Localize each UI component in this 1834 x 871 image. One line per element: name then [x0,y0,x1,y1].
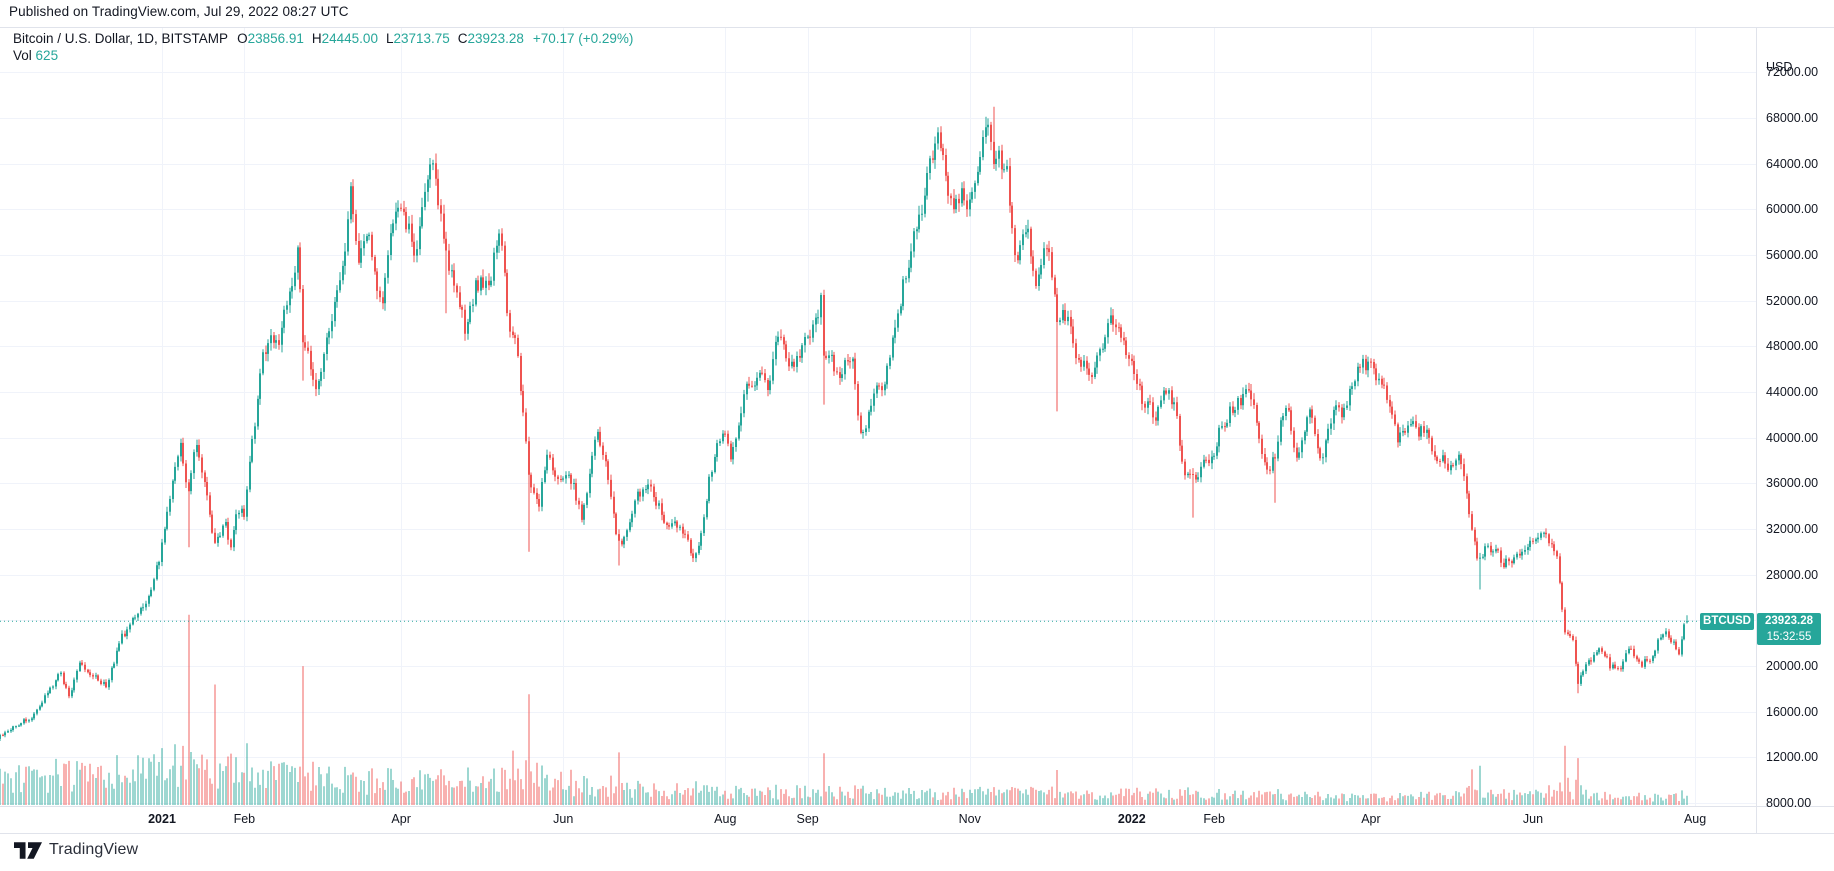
price-tick-label: 40000.00 [1766,430,1819,445]
symbol-title[interactable]: Bitcoin / U.S. Dollar, 1D, BITSTAMP [13,31,229,46]
price-tick-label: 52000.00 [1766,293,1819,308]
bar-countdown: 15:32:55 [1766,631,1812,643]
candle-bodies-up [0,124,1688,739]
time-tick-label: 2021 [148,812,176,826]
price-tick-label: 16000.00 [1766,704,1819,719]
price-tick-label: 12000.00 [1766,750,1819,765]
time-tick-label: Feb [1203,812,1225,826]
time-tick-label: Apr [391,812,411,826]
change-value: +70.17 (+0.29%) [532,31,634,46]
time-tick-label: Aug [714,812,737,826]
tradingview-logo-icon [14,841,42,859]
last-price-value: 23923.28 [1765,615,1813,627]
volume-label[interactable]: Vol [13,48,32,63]
time-tick-label: Sep [796,812,819,826]
time-tick-label: 2022 [1117,812,1146,826]
time-tick-label: Jun [553,812,574,826]
time-tick-label: Jun [1522,812,1544,826]
price-tick-label: 20000.00 [1766,658,1819,673]
tradingview-logo[interactable]: TradingView [14,841,138,859]
volume-bars-up [0,743,1688,805]
price-tick-label: 28000.00 [1766,567,1819,582]
price-tick-label: 44000.00 [1766,385,1819,399]
gridlines [0,27,1756,806]
pane-borders [0,27,1834,834]
price-tick-label: 68000.00 [1766,111,1819,126]
price-tick-label: 64000.00 [1766,156,1819,171]
last-price-box: 23923.28 15:32:55 [1757,613,1821,645]
ohlc-high: H24445.00 [311,31,378,46]
time-tick-label: Feb [233,812,256,826]
price-axis[interactable]: USD 72000.00 68000.00 64000.00 60000.00 5600… [1756,27,1834,833]
price-tick-label: 60000.00 [1766,202,1819,217]
time-tick-label: Aug [1683,812,1707,826]
ohlc-close: C23923.28 [457,31,524,46]
price-tick-label: 36000.00 [1766,476,1819,491]
price-tick-label: 56000.00 [1766,248,1819,263]
candle-wicks-down [2,106,1680,737]
symbol-badge: BTCUSD [1700,613,1754,630]
candle-bodies-down [2,124,1680,736]
price-tick-label: 32000.00 [1766,521,1819,536]
volume-bars-down [2,614,1680,805]
price-tick-label: 8000.00 [1766,795,1812,810]
time-tick-label: Apr [1361,812,1381,826]
tradingview-logo-text: TradingView [49,841,139,858]
volume-value: 625 [35,48,59,63]
price-axis-currency: USD [1766,60,1793,74]
candle-wicks-up [0,116,1688,741]
price-tick-label: 72000.00 [1766,65,1819,80]
chart-legend: Bitcoin / U.S. Dollar, 1D, BITSTAMP O2385… [13,30,633,64]
published-note: Published on TradingView.com, Jul 29, 20… [9,4,349,19]
time-tick-label: Nov [958,812,981,826]
ohlc-low: L23713.75 [385,31,450,46]
price-tick-label: 48000.00 [1766,339,1819,354]
ohlc-open: O23856.91 [237,31,304,46]
time-axis[interactable]: 2021 Feb Apr Jun Aug Sep Nov 2022 Feb Apr Jun Aug [0,806,1834,833]
